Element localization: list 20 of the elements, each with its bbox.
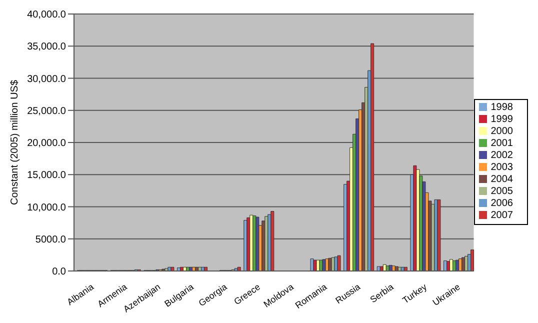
y-tick-label: 30,000.0 [27,74,66,85]
legend-label: 2002 [490,150,513,160]
y-tick-label: 10,000.0 [27,202,66,214]
legend-label: 1998 [490,102,513,112]
legend-label: 2000 [490,126,513,136]
legend-label: 2006 [490,198,513,208]
y-tick-label: 20,000.0 [27,138,66,150]
legend-label: 2005 [490,186,513,196]
y-tick-label: 35,000.0 [27,42,66,53]
y-tick-label: 0.0 [52,266,66,278]
y-axis-title: Constant (2005) million US$ [10,80,21,206]
legend-label: 1999 [490,114,513,124]
legend-label: 2003 [490,162,513,172]
y-tick-label: 40,000.0 [27,10,66,21]
legend-label: 2001 [490,138,513,148]
y-tick-label: 15,000.0 [27,170,66,182]
y-tick-label: 5000.0 [35,234,66,246]
legend-label: 2004 [490,174,513,184]
legend-label: 2007 [490,210,513,220]
y-tick-label: 25,000.0 [27,106,66,117]
